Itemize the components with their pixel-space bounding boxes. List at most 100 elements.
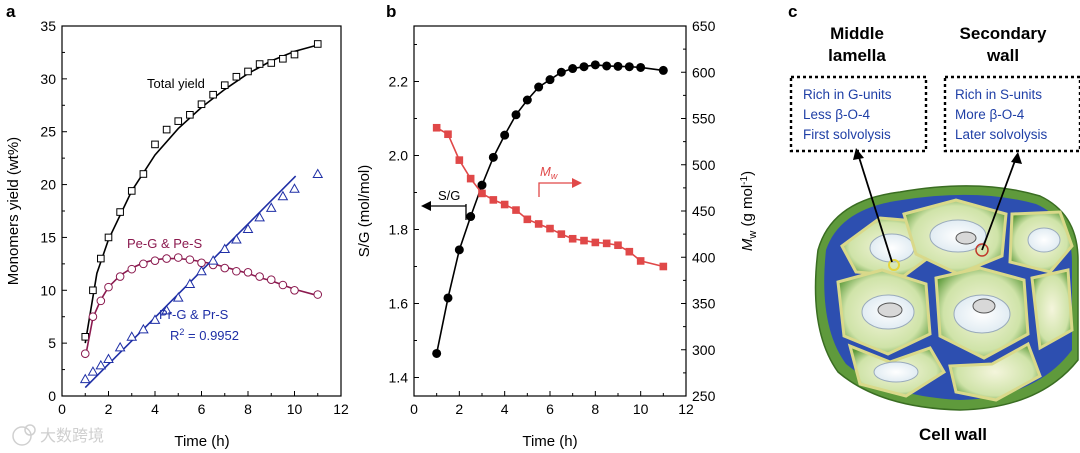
series-Mw-point: [636, 257, 645, 265]
x-tick-label: 2: [455, 401, 463, 417]
series-1-point: [127, 264, 137, 274]
panel-a-chart: a 0 2 4 6 8 10 12 0 5 10 15 20 25 30 35 Time (h) Mono…: [5, 2, 349, 450]
x-tick-label: 10: [633, 401, 649, 417]
panel-a-ylabel: Monomers yield (wt%): [5, 137, 22, 285]
series-Mw-point: [466, 174, 475, 183]
series-1-point: [243, 268, 253, 277]
series-S/G-point: [556, 67, 566, 77]
r2-annotation: R2 = 0.9952: [170, 327, 239, 343]
left-pointer-line: [857, 153, 893, 263]
sg-arrow-head: [421, 201, 431, 211]
mw-arrow-head: [572, 178, 582, 188]
series-1-point: [185, 255, 195, 264]
right-tick-label: 400: [692, 249, 716, 265]
panel-b-right-ticks: 250 300 350 400 450 500 550 600 650: [681, 18, 716, 404]
series-S/G-point: [432, 348, 442, 358]
panel-b-label: b: [386, 2, 396, 21]
series-0-point: [244, 67, 252, 76]
left-tick-label: 1.4: [389, 370, 409, 386]
series-2-point: [231, 234, 242, 244]
series-1-point: [104, 282, 113, 292]
series-S/G-point: [534, 82, 544, 92]
series-1-point: [290, 285, 299, 295]
panel-b-x-ticks: 0 2 4 6 8 10 12: [410, 391, 694, 417]
series-2-point: [184, 278, 196, 288]
right-tick-label: 500: [692, 157, 716, 173]
panel-b-left-ticks: 1.4 1.6 1.8 2.0 2.2: [389, 44, 419, 386]
y-tick-label: 20: [40, 177, 56, 193]
middle-lamella-box: [789, 75, 928, 153]
series-Mw-point: [659, 262, 668, 271]
series-Mw-point: [591, 238, 600, 247]
series-Mw-point: [523, 215, 532, 224]
mw-annotation: Mw: [540, 164, 558, 181]
series-S/G-point: [568, 64, 578, 74]
series-2-point: [87, 366, 99, 376]
left-tick-label: 1.6: [389, 296, 409, 312]
y-tick-label: 25: [40, 124, 56, 140]
series-0-point: [162, 125, 171, 134]
right-tick-label: 450: [692, 203, 716, 219]
sg-annotation: S/G: [438, 188, 460, 203]
series-1-point: [139, 259, 148, 269]
series-2-point: [242, 223, 254, 233]
series-Mw-point: [602, 239, 611, 248]
left-tick-label: 1.8: [389, 222, 409, 238]
secondary-wall-box: [943, 75, 1080, 153]
watermark: 大数跨境: [40, 426, 104, 445]
series-0-point: [97, 254, 105, 263]
series-2-point: [149, 314, 161, 324]
right-tick-label: 600: [692, 64, 716, 80]
panel-a-label: a: [6, 2, 16, 21]
x-tick-label: 6: [198, 401, 206, 417]
right-box-line-1: Rich in S-units: [955, 87, 1042, 102]
series-2-point: [114, 341, 126, 352]
cell-wall-caption: Cell wall: [919, 425, 987, 444]
series-2-point: [277, 190, 289, 201]
series-1-point: [96, 296, 106, 306]
panel-b-chart: b 0 2 4 6 8 10 12 1.4 1.6 1.8 2.0 2.2 250 300 350 400…: [356, 2, 759, 450]
series-S/G-point: [602, 61, 612, 71]
right-tick-label: 300: [692, 342, 716, 358]
series-S/G-point: [477, 180, 487, 190]
watermark-logo-icon: [12, 424, 36, 446]
series-0-point: [151, 140, 159, 149]
series-0-point: [116, 208, 124, 216]
series-S/G-point: [624, 62, 634, 72]
pe-series-label: Pe-G & Pe-S: [127, 236, 202, 251]
x-tick-label: 0: [410, 401, 418, 417]
panel-c-label: c: [788, 2, 797, 21]
series-Mw-point: [557, 230, 566, 238]
series-1-point: [197, 258, 206, 268]
x-tick-label: 12: [678, 401, 694, 417]
pr-series-label: Pr-G & Pr-S: [159, 307, 229, 322]
series-1-point: [266, 275, 276, 285]
series-0-point: [139, 170, 148, 178]
right-tick-label: 650: [692, 18, 716, 34]
series-2-point: [138, 323, 149, 334]
left-box-line-3: First solvolysis: [803, 127, 891, 142]
series-0-point: [89, 286, 97, 295]
series-1-point: [88, 312, 98, 322]
panel-a-y-ticks: 0 5 10 15 20 25 30 35: [40, 18, 67, 404]
series-0-point: [197, 100, 206, 109]
series-2-point: [126, 331, 138, 341]
series-S/G-point: [443, 293, 453, 303]
series-0-point: [186, 111, 194, 119]
series-2-point: [172, 292, 184, 302]
series-2-point: [312, 168, 324, 178]
series-1-point: [80, 349, 90, 359]
series-0-point: [267, 59, 276, 67]
series-Mw-point: [568, 234, 577, 243]
y-tick-label: 10: [40, 282, 56, 298]
x-tick-label: 0: [58, 401, 66, 417]
x-tick-label: 4: [151, 401, 159, 417]
total-yield-label: Total yield: [147, 76, 205, 91]
y-tick-label: 30: [40, 71, 56, 87]
series-2-point: [95, 359, 107, 370]
x-tick-label: 10: [287, 401, 303, 417]
left-tick-label: 2.0: [389, 148, 409, 164]
right-pointer-line: [981, 157, 1017, 251]
series-Mw-point: [512, 206, 520, 214]
series-S/G-point: [613, 61, 623, 71]
